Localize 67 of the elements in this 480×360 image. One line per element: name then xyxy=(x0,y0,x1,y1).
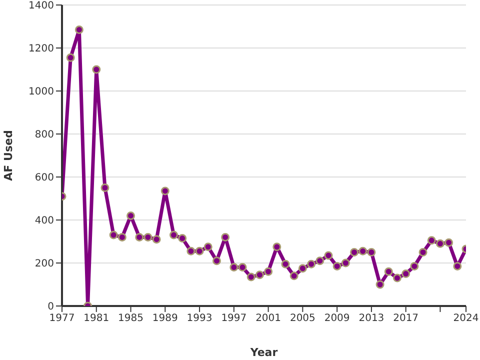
point xyxy=(238,263,247,272)
y-tick-label: 1000 xyxy=(28,86,54,98)
x-tick-label: 1981 xyxy=(84,313,110,324)
x-tick-label: 1993 xyxy=(186,313,212,324)
point xyxy=(92,65,101,74)
point xyxy=(255,270,264,280)
x-axis-title: Year xyxy=(249,346,278,359)
point xyxy=(418,248,428,256)
x-tick-label: 1977 xyxy=(49,313,75,324)
point xyxy=(453,262,462,270)
point xyxy=(402,270,410,278)
point xyxy=(160,186,170,196)
point xyxy=(118,232,126,242)
x-tick-label: 1985 xyxy=(118,313,144,324)
point xyxy=(436,239,444,248)
point xyxy=(376,280,384,289)
point xyxy=(281,260,290,268)
point xyxy=(298,264,307,273)
y-tick-label: 200 xyxy=(34,258,54,270)
y-tick-label: 800 xyxy=(34,130,54,141)
point xyxy=(152,235,161,244)
point xyxy=(221,232,230,242)
point xyxy=(324,251,333,260)
point xyxy=(126,211,136,220)
point xyxy=(367,248,376,256)
point xyxy=(332,262,342,270)
x-tick-label: 2017 xyxy=(393,313,419,324)
y-axis-title: AF Used xyxy=(2,130,15,181)
point xyxy=(135,232,144,242)
point xyxy=(384,267,393,276)
point xyxy=(212,256,221,266)
point xyxy=(74,25,84,34)
point xyxy=(272,242,282,252)
point xyxy=(186,246,196,256)
point xyxy=(100,184,110,192)
x-tick-label: 2001 xyxy=(256,313,282,324)
y-tick-label: 1400 xyxy=(28,0,54,12)
point xyxy=(178,234,187,243)
x-tick-label: 2005 xyxy=(290,313,316,324)
point xyxy=(307,260,316,268)
point xyxy=(341,258,350,268)
x-tick-label: 1997 xyxy=(221,313,247,324)
point xyxy=(169,230,178,240)
point xyxy=(444,238,454,247)
point xyxy=(246,272,256,282)
point xyxy=(358,246,368,256)
y-tick-label: 600 xyxy=(34,172,54,184)
y-tick-label: 400 xyxy=(34,216,54,227)
point xyxy=(350,248,359,256)
point xyxy=(144,232,152,242)
point xyxy=(204,242,212,252)
point xyxy=(316,256,324,266)
point xyxy=(290,272,298,280)
point xyxy=(427,236,436,245)
point xyxy=(264,267,273,276)
y-tick-label: 1200 xyxy=(28,44,54,55)
y-tick-label: 0 xyxy=(48,302,54,313)
point xyxy=(109,230,118,240)
point xyxy=(66,53,75,62)
point xyxy=(195,246,204,256)
point xyxy=(392,274,402,282)
point xyxy=(410,262,419,270)
x-tick-label: 1989 xyxy=(152,313,178,324)
x-tick-label: 2024 xyxy=(453,313,479,324)
x-tick-label: 2009 xyxy=(324,313,350,324)
x-tick-label: 2013 xyxy=(358,313,384,324)
point xyxy=(230,263,238,272)
